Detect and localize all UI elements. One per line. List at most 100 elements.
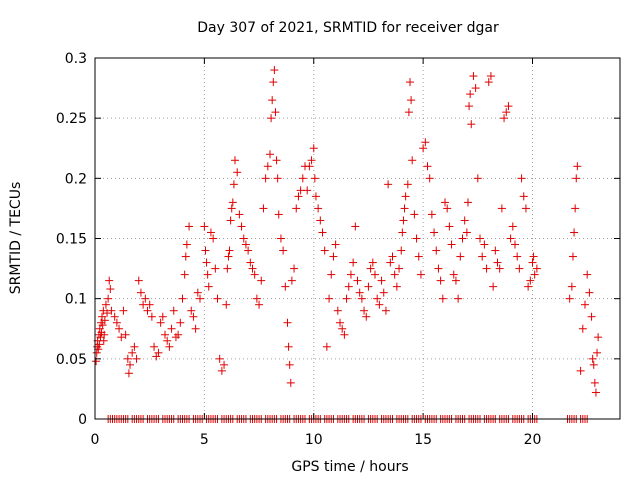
data-point — [454, 294, 463, 303]
data-point — [181, 252, 190, 261]
data-point — [532, 264, 541, 273]
data-point — [351, 222, 360, 231]
data-point — [224, 252, 233, 261]
data-point — [130, 342, 139, 351]
data-point — [392, 282, 401, 291]
data-point — [211, 264, 220, 273]
data-point — [141, 294, 150, 303]
data-point — [143, 306, 152, 315]
data-point — [438, 294, 447, 303]
data-point — [272, 156, 281, 165]
data-point — [203, 270, 212, 279]
data-point — [375, 300, 384, 309]
y-tick-label: 0.1 — [65, 292, 87, 308]
data-point — [458, 234, 467, 243]
data-point — [178, 294, 187, 303]
data-point — [360, 306, 369, 315]
data-point — [274, 210, 283, 219]
data-point — [309, 144, 318, 153]
data-point — [158, 312, 167, 321]
data-point — [469, 72, 478, 81]
data-point — [94, 345, 103, 354]
data-point — [128, 348, 137, 357]
data-point — [281, 282, 290, 291]
data-point — [121, 330, 130, 339]
data-point — [368, 258, 377, 267]
data-point — [489, 282, 498, 291]
data-point — [486, 72, 495, 81]
data-point — [229, 180, 238, 189]
data-point — [314, 204, 323, 213]
chart-title: Day 307 of 2021, SRMTID for receiver dga… — [197, 20, 499, 36]
data-point — [594, 333, 603, 342]
data-point — [583, 270, 592, 279]
data-point — [294, 192, 303, 201]
data-point — [100, 316, 109, 325]
data-point — [471, 84, 480, 93]
data-point — [123, 354, 132, 363]
data-point — [268, 96, 277, 105]
data-point — [466, 90, 475, 99]
data-point — [357, 294, 366, 303]
data-point — [261, 174, 270, 183]
data-point — [305, 162, 314, 171]
data-point — [252, 294, 261, 303]
data-point — [110, 312, 119, 321]
data-point — [419, 144, 428, 153]
data-point — [412, 234, 421, 243]
data-point — [521, 204, 530, 213]
data-point — [576, 366, 585, 375]
data-point — [276, 234, 285, 243]
data-point — [476, 234, 484, 243]
data-point — [303, 186, 312, 195]
data-point — [269, 78, 278, 87]
data-point — [467, 120, 476, 129]
data-point — [119, 306, 128, 315]
data-point — [511, 240, 519, 249]
data-point — [112, 318, 121, 327]
data-point — [325, 294, 334, 303]
data-point — [154, 348, 163, 357]
data-point — [103, 309, 112, 318]
data-point — [567, 282, 576, 291]
data-point — [189, 312, 198, 321]
data-point — [147, 312, 156, 321]
data-point — [517, 174, 526, 183]
data-point — [105, 276, 114, 285]
data-point — [565, 294, 574, 303]
data-point — [497, 204, 506, 213]
data-point — [150, 342, 159, 351]
data-point — [215, 354, 224, 363]
data-point — [500, 114, 509, 123]
y-tick-label: 0.2 — [65, 171, 87, 187]
data-point — [200, 222, 209, 231]
data-point — [397, 246, 406, 255]
data-point — [271, 108, 280, 117]
data-point — [259, 204, 268, 213]
data-point — [161, 330, 169, 339]
data-point — [570, 228, 579, 237]
data-point — [344, 282, 353, 291]
data-point — [388, 252, 397, 261]
data-point — [482, 264, 491, 273]
data-point — [246, 258, 255, 267]
data-point — [502, 108, 511, 117]
data-point — [528, 258, 537, 267]
data-point — [460, 216, 469, 225]
data-point — [590, 378, 599, 387]
data-point — [484, 78, 493, 87]
data-point — [504, 102, 513, 111]
data-point — [480, 240, 489, 249]
data-point — [292, 204, 301, 213]
data-point — [593, 348, 602, 357]
data-point — [222, 300, 231, 309]
data-points — [92, 66, 603, 423]
data-point — [167, 324, 176, 333]
data-point — [366, 264, 375, 273]
data-point — [342, 294, 351, 303]
data-point — [266, 150, 274, 159]
data-point — [568, 252, 577, 261]
data-point — [223, 264, 232, 273]
data-point — [101, 300, 110, 309]
data-point — [285, 360, 294, 369]
